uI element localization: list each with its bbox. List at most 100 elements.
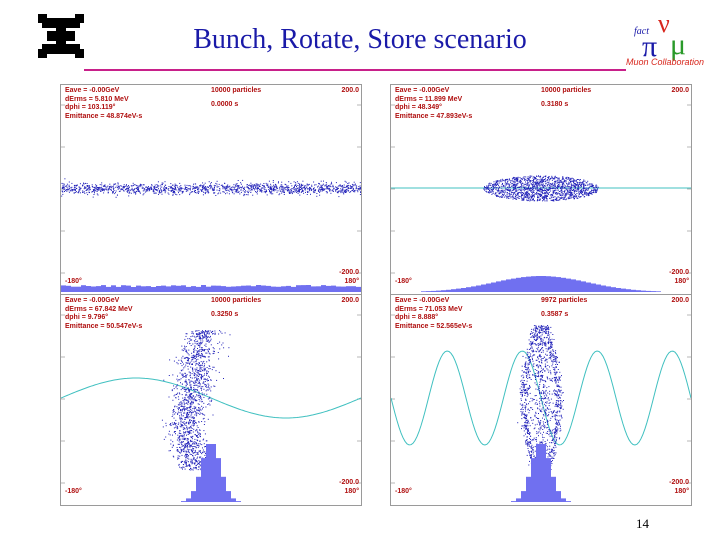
x-max-label: 180°	[674, 488, 689, 495]
histogram-bar	[261, 285, 266, 292]
histogram-bar	[581, 281, 586, 292]
time-label: 0.3250 s	[211, 311, 239, 318]
derms-label: dErms = 67.842 MeV	[65, 305, 133, 313]
time-label: 0.3180 s	[541, 101, 569, 108]
histogram-bar	[291, 286, 296, 292]
eave-label: Eave = -0.00GeV	[65, 297, 120, 304]
x-min-label: -180°	[65, 488, 82, 495]
histogram-bar	[506, 279, 511, 292]
histogram-bar	[66, 285, 71, 292]
histogram-bar	[276, 286, 281, 292]
emittance-label: Emittance = 50.547eV-s	[65, 322, 143, 330]
histogram-bar	[596, 284, 601, 292]
histogram-bar	[216, 285, 221, 292]
histogram-bar	[466, 287, 471, 292]
beam-stats: Eave = -0.00GeV dErms = 11.899 MeV dphi …	[395, 87, 472, 121]
particle-cloud	[483, 175, 599, 202]
histogram-bar	[556, 491, 561, 502]
histogram-bar	[126, 285, 131, 292]
x-min-label: -180°	[395, 278, 412, 285]
histogram-bar	[236, 501, 241, 502]
histogram-bar	[586, 282, 591, 292]
histogram-bar	[501, 280, 506, 292]
histogram-bar	[556, 277, 561, 292]
histogram-bar	[326, 285, 331, 292]
histogram-bar	[176, 285, 181, 292]
energy-histogram	[511, 444, 571, 502]
histogram-bar	[421, 291, 426, 292]
eave-label: Eave = -0.00GeV	[395, 87, 450, 94]
histogram-bar	[491, 282, 496, 292]
beam-stats: Eave = -0.00GeV dErms = 71.053 MeV dphi …	[395, 297, 472, 331]
histogram-bar	[546, 276, 551, 292]
histogram-bar	[201, 458, 206, 502]
histogram-bar	[636, 290, 641, 292]
histogram-bar	[131, 287, 136, 292]
histogram-bar	[161, 285, 166, 292]
phase-space-plot	[61, 104, 361, 292]
histogram-bar	[356, 286, 361, 292]
histogram-bar	[216, 458, 221, 502]
histogram-bar	[181, 501, 186, 502]
dphi-label: dphi = 48.349°	[395, 104, 442, 111]
histogram-bar	[631, 289, 636, 292]
emittance-label: Emittance = 48.874eV-s	[65, 112, 143, 120]
x-max-label: 180°	[674, 278, 689, 285]
histogram-bar	[111, 285, 116, 292]
histogram-bar	[346, 286, 351, 292]
svg-text:π: π	[642, 30, 657, 63]
histogram-bar	[116, 286, 121, 292]
histogram-bar	[461, 288, 466, 292]
slide-title: Bunch, Rotate, Store scenario	[193, 24, 527, 55]
phase-space-panel-1: Eave = -0.00GeV dErms = 5.810 MeV dphi =…	[60, 84, 362, 296]
histogram-bar	[571, 279, 576, 292]
histogram-bar	[516, 498, 521, 502]
histogram-bar	[541, 276, 546, 292]
title-rule	[84, 69, 626, 71]
histogram-bar	[196, 286, 201, 292]
logo-caption: Muon Collaboration	[625, 57, 705, 67]
rf-waveform	[61, 377, 361, 419]
histogram-bar	[431, 290, 436, 292]
histogram-bar	[526, 476, 531, 502]
energy-histogram	[181, 444, 241, 502]
y-max-label: 200.0	[341, 297, 359, 304]
logo-glyphs: fact	[634, 26, 649, 37]
histogram-bar	[456, 288, 461, 292]
histogram-bar	[106, 286, 111, 292]
y-min-label: -200.0	[339, 269, 359, 276]
fermilab-logo	[38, 14, 84, 58]
histogram-bar	[251, 286, 256, 292]
histogram-bar	[521, 277, 526, 292]
histogram-bar	[76, 286, 81, 292]
histogram-bar	[171, 285, 176, 292]
histogram-bar	[521, 491, 526, 502]
muon-collaboration-logo: ν π μ fact	[634, 10, 686, 63]
histogram-bar	[96, 286, 101, 292]
dphi-label: dphi = 8.888°	[395, 314, 439, 321]
histogram-bar	[656, 291, 661, 292]
derms-label: dErms = 71.053 MeV	[395, 305, 463, 313]
phase-space-panel-4: Eave = -0.00GeV dErms = 71.053 MeV dphi …	[390, 294, 692, 506]
histogram-bar	[601, 285, 606, 292]
histogram-bar	[551, 276, 556, 292]
histogram-bar	[606, 286, 611, 292]
histogram-bar	[471, 286, 476, 292]
x-min-label: -180°	[65, 278, 82, 285]
histogram-bar	[206, 286, 211, 292]
histogram-bar	[246, 285, 251, 292]
histogram-bar	[121, 285, 126, 292]
histogram-bar	[231, 498, 236, 502]
histogram-bar	[231, 286, 236, 292]
histogram-bar	[306, 285, 311, 292]
histogram-bar	[516, 277, 521, 292]
y-max-label: 200.0	[341, 87, 359, 94]
histogram-bar	[226, 491, 231, 502]
x-min-label: -180°	[395, 488, 412, 495]
particle-cloud	[61, 178, 361, 198]
histogram-bar	[221, 476, 226, 502]
histogram-bar	[256, 285, 261, 292]
histogram-bar	[191, 286, 196, 292]
histogram-bar	[336, 286, 341, 292]
histogram-bar	[281, 286, 286, 292]
